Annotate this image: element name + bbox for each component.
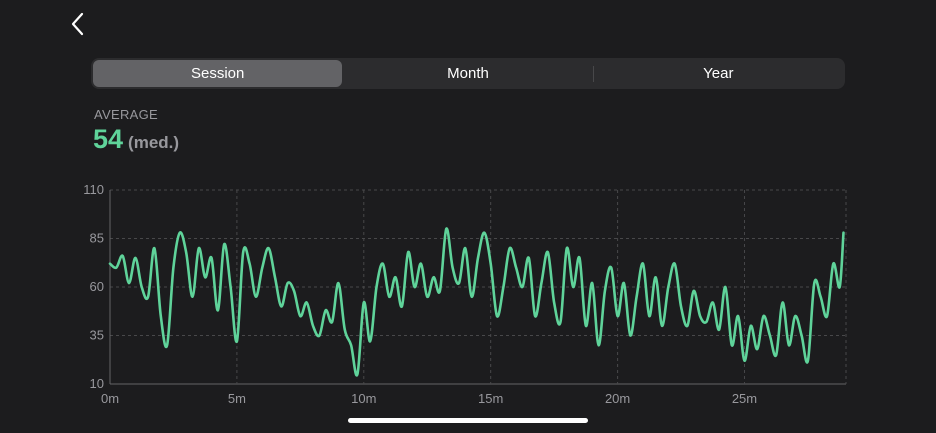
- average-unit: (med.): [128, 133, 180, 152]
- segment-year[interactable]: Year: [594, 60, 843, 87]
- average-label: AVERAGE: [94, 107, 158, 122]
- segment-month-label: Month: [447, 65, 489, 82]
- x-tick-label: 25m: [732, 391, 757, 406]
- y-tick-label: 110: [83, 182, 104, 197]
- chart-series: [108, 227, 845, 377]
- series-line: [108, 227, 845, 377]
- x-tick-label: 0m: [101, 391, 119, 406]
- segment-session[interactable]: Session: [93, 60, 343, 87]
- average-value: 54: [93, 124, 124, 154]
- average-value-row: 54 (med.): [93, 124, 179, 155]
- back-button[interactable]: [62, 8, 94, 40]
- chevron-left-icon: [71, 12, 84, 36]
- y-axis-labels: 10 35 60 85 110: [83, 182, 104, 391]
- y-tick-label: 35: [90, 328, 104, 343]
- x-tick-label: 10m: [351, 391, 376, 406]
- y-tick-label: 60: [90, 279, 104, 294]
- segment-divider: [592, 65, 594, 82]
- x-tick-label: 5m: [228, 391, 246, 406]
- x-tick-label: 20m: [605, 391, 630, 406]
- segment-session-label: Session: [190, 65, 245, 82]
- segment-month[interactable]: Month: [343, 60, 592, 87]
- y-tick-label: 10: [90, 376, 104, 391]
- x-axis-labels: 0m 5m 10m 15m 20m 25m: [101, 391, 757, 406]
- home-indicator[interactable]: [348, 418, 588, 423]
- period-segmented-control: Session Month Year: [91, 58, 845, 89]
- segment-year-label: Year: [703, 65, 734, 82]
- x-tick-label: 15m: [478, 391, 503, 406]
- chart-grid: [109, 189, 847, 385]
- y-tick-label: 85: [90, 231, 104, 246]
